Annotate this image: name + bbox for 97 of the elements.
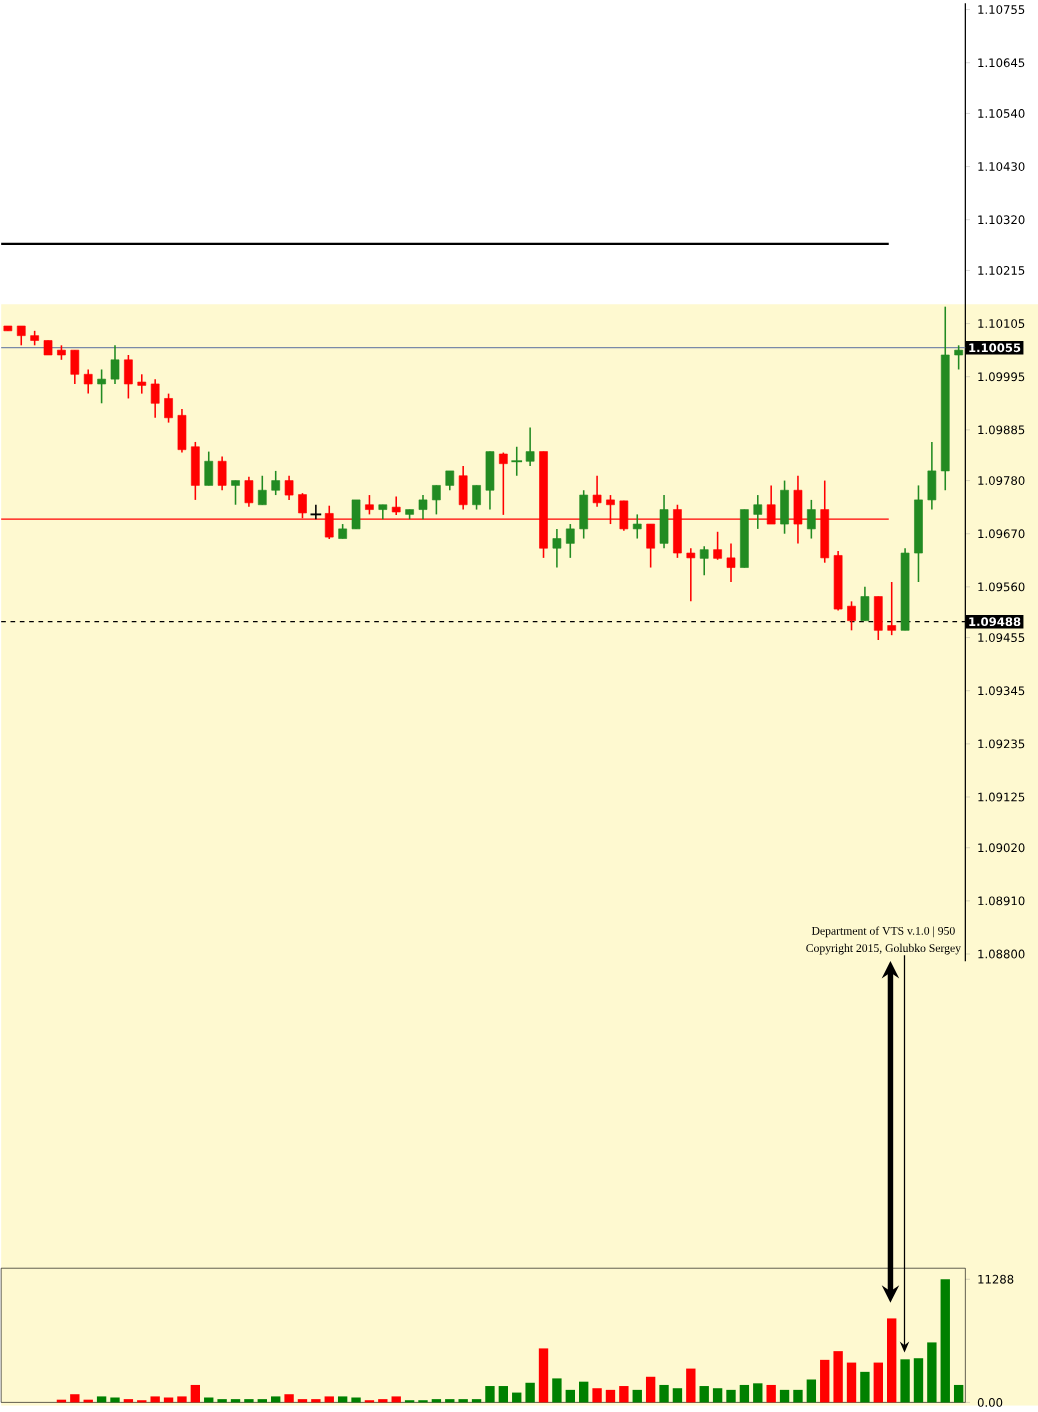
bar bbox=[551, 1378, 562, 1403]
bar bbox=[110, 1397, 120, 1403]
bar bbox=[618, 1386, 629, 1403]
candlestick bbox=[431, 484, 441, 516]
bar bbox=[578, 1381, 589, 1403]
bar bbox=[498, 1386, 508, 1403]
candlestick bbox=[418, 494, 428, 521]
bar bbox=[953, 1384, 964, 1403]
bar bbox=[926, 1342, 937, 1403]
candlestick bbox=[806, 499, 816, 540]
bar bbox=[525, 1382, 535, 1403]
candlestick bbox=[271, 470, 280, 496]
candlestick bbox=[954, 344, 963, 371]
bar bbox=[712, 1388, 722, 1403]
bar bbox=[685, 1368, 696, 1403]
bar bbox=[806, 1379, 816, 1403]
candlestick bbox=[485, 450, 494, 511]
candlestick bbox=[123, 354, 133, 400]
bar bbox=[726, 1389, 736, 1403]
candlestick bbox=[217, 455, 227, 492]
bar bbox=[752, 1383, 763, 1403]
candlestick bbox=[659, 494, 669, 549]
bar bbox=[699, 1386, 709, 1403]
bar bbox=[819, 1359, 830, 1403]
bar bbox=[565, 1389, 575, 1403]
bar bbox=[846, 1362, 856, 1403]
candlestick bbox=[150, 378, 160, 419]
candlestick bbox=[257, 474, 267, 506]
candlestick bbox=[726, 542, 736, 583]
candlestick bbox=[445, 470, 454, 492]
bar bbox=[203, 1397, 214, 1403]
bar bbox=[886, 1318, 897, 1403]
candlestick bbox=[846, 600, 856, 632]
candlestick bbox=[686, 547, 695, 603]
bar bbox=[659, 1384, 669, 1403]
candlestick bbox=[16, 325, 26, 347]
bar bbox=[739, 1384, 749, 1403]
candlestick bbox=[860, 586, 869, 622]
candlestick bbox=[498, 451, 508, 516]
candlestick bbox=[579, 489, 588, 540]
candlestick bbox=[351, 499, 361, 530]
bar bbox=[645, 1376, 656, 1403]
candlestick bbox=[309, 503, 322, 521]
bar bbox=[779, 1389, 789, 1403]
bar bbox=[792, 1389, 803, 1403]
bar bbox=[351, 1397, 361, 1403]
bar bbox=[150, 1396, 160, 1403]
bar bbox=[873, 1362, 883, 1403]
candlestick bbox=[471, 484, 481, 511]
candlestick bbox=[364, 494, 374, 516]
candlestick bbox=[391, 495, 401, 516]
candlestick bbox=[110, 344, 120, 385]
bar bbox=[538, 1348, 548, 1403]
bar bbox=[324, 1396, 334, 1403]
bar bbox=[163, 1397, 173, 1403]
bar bbox=[605, 1389, 615, 1403]
bar bbox=[940, 1279, 950, 1403]
bar bbox=[833, 1351, 843, 1403]
bar bbox=[859, 1371, 870, 1403]
candlestick bbox=[873, 595, 883, 641]
bar bbox=[913, 1358, 923, 1403]
candlestick bbox=[204, 450, 213, 487]
candlestick bbox=[190, 441, 200, 501]
bar bbox=[96, 1396, 106, 1403]
candlestick bbox=[83, 368, 93, 395]
candlestick bbox=[699, 545, 709, 577]
candlestick bbox=[632, 513, 642, 540]
bar bbox=[900, 1359, 910, 1403]
bar bbox=[672, 1388, 682, 1403]
candlestick bbox=[137, 373, 146, 395]
bar bbox=[592, 1388, 602, 1403]
candlestick bbox=[887, 581, 896, 636]
candlestick bbox=[712, 531, 722, 561]
candlestick bbox=[592, 474, 602, 508]
bar bbox=[284, 1394, 294, 1403]
candlestick bbox=[244, 475, 253, 508]
candlestick bbox=[284, 474, 294, 501]
bar bbox=[69, 1394, 80, 1403]
bar bbox=[270, 1396, 281, 1403]
candlestick bbox=[163, 392, 173, 424]
bar bbox=[176, 1396, 187, 1403]
bar bbox=[391, 1396, 401, 1403]
candlestick bbox=[779, 479, 789, 535]
candlestick bbox=[753, 494, 762, 530]
candlestick bbox=[70, 349, 79, 385]
candlestick bbox=[96, 368, 106, 405]
candlestick bbox=[230, 479, 240, 506]
candlestick bbox=[927, 441, 936, 511]
candlestick bbox=[565, 523, 575, 559]
bar bbox=[190, 1384, 200, 1403]
candlestick bbox=[552, 528, 561, 569]
bar bbox=[484, 1386, 495, 1403]
candlestick bbox=[177, 408, 186, 454]
bar bbox=[766, 1384, 776, 1403]
bar bbox=[632, 1389, 642, 1403]
bar bbox=[337, 1396, 348, 1403]
candlestick bbox=[458, 465, 468, 511]
